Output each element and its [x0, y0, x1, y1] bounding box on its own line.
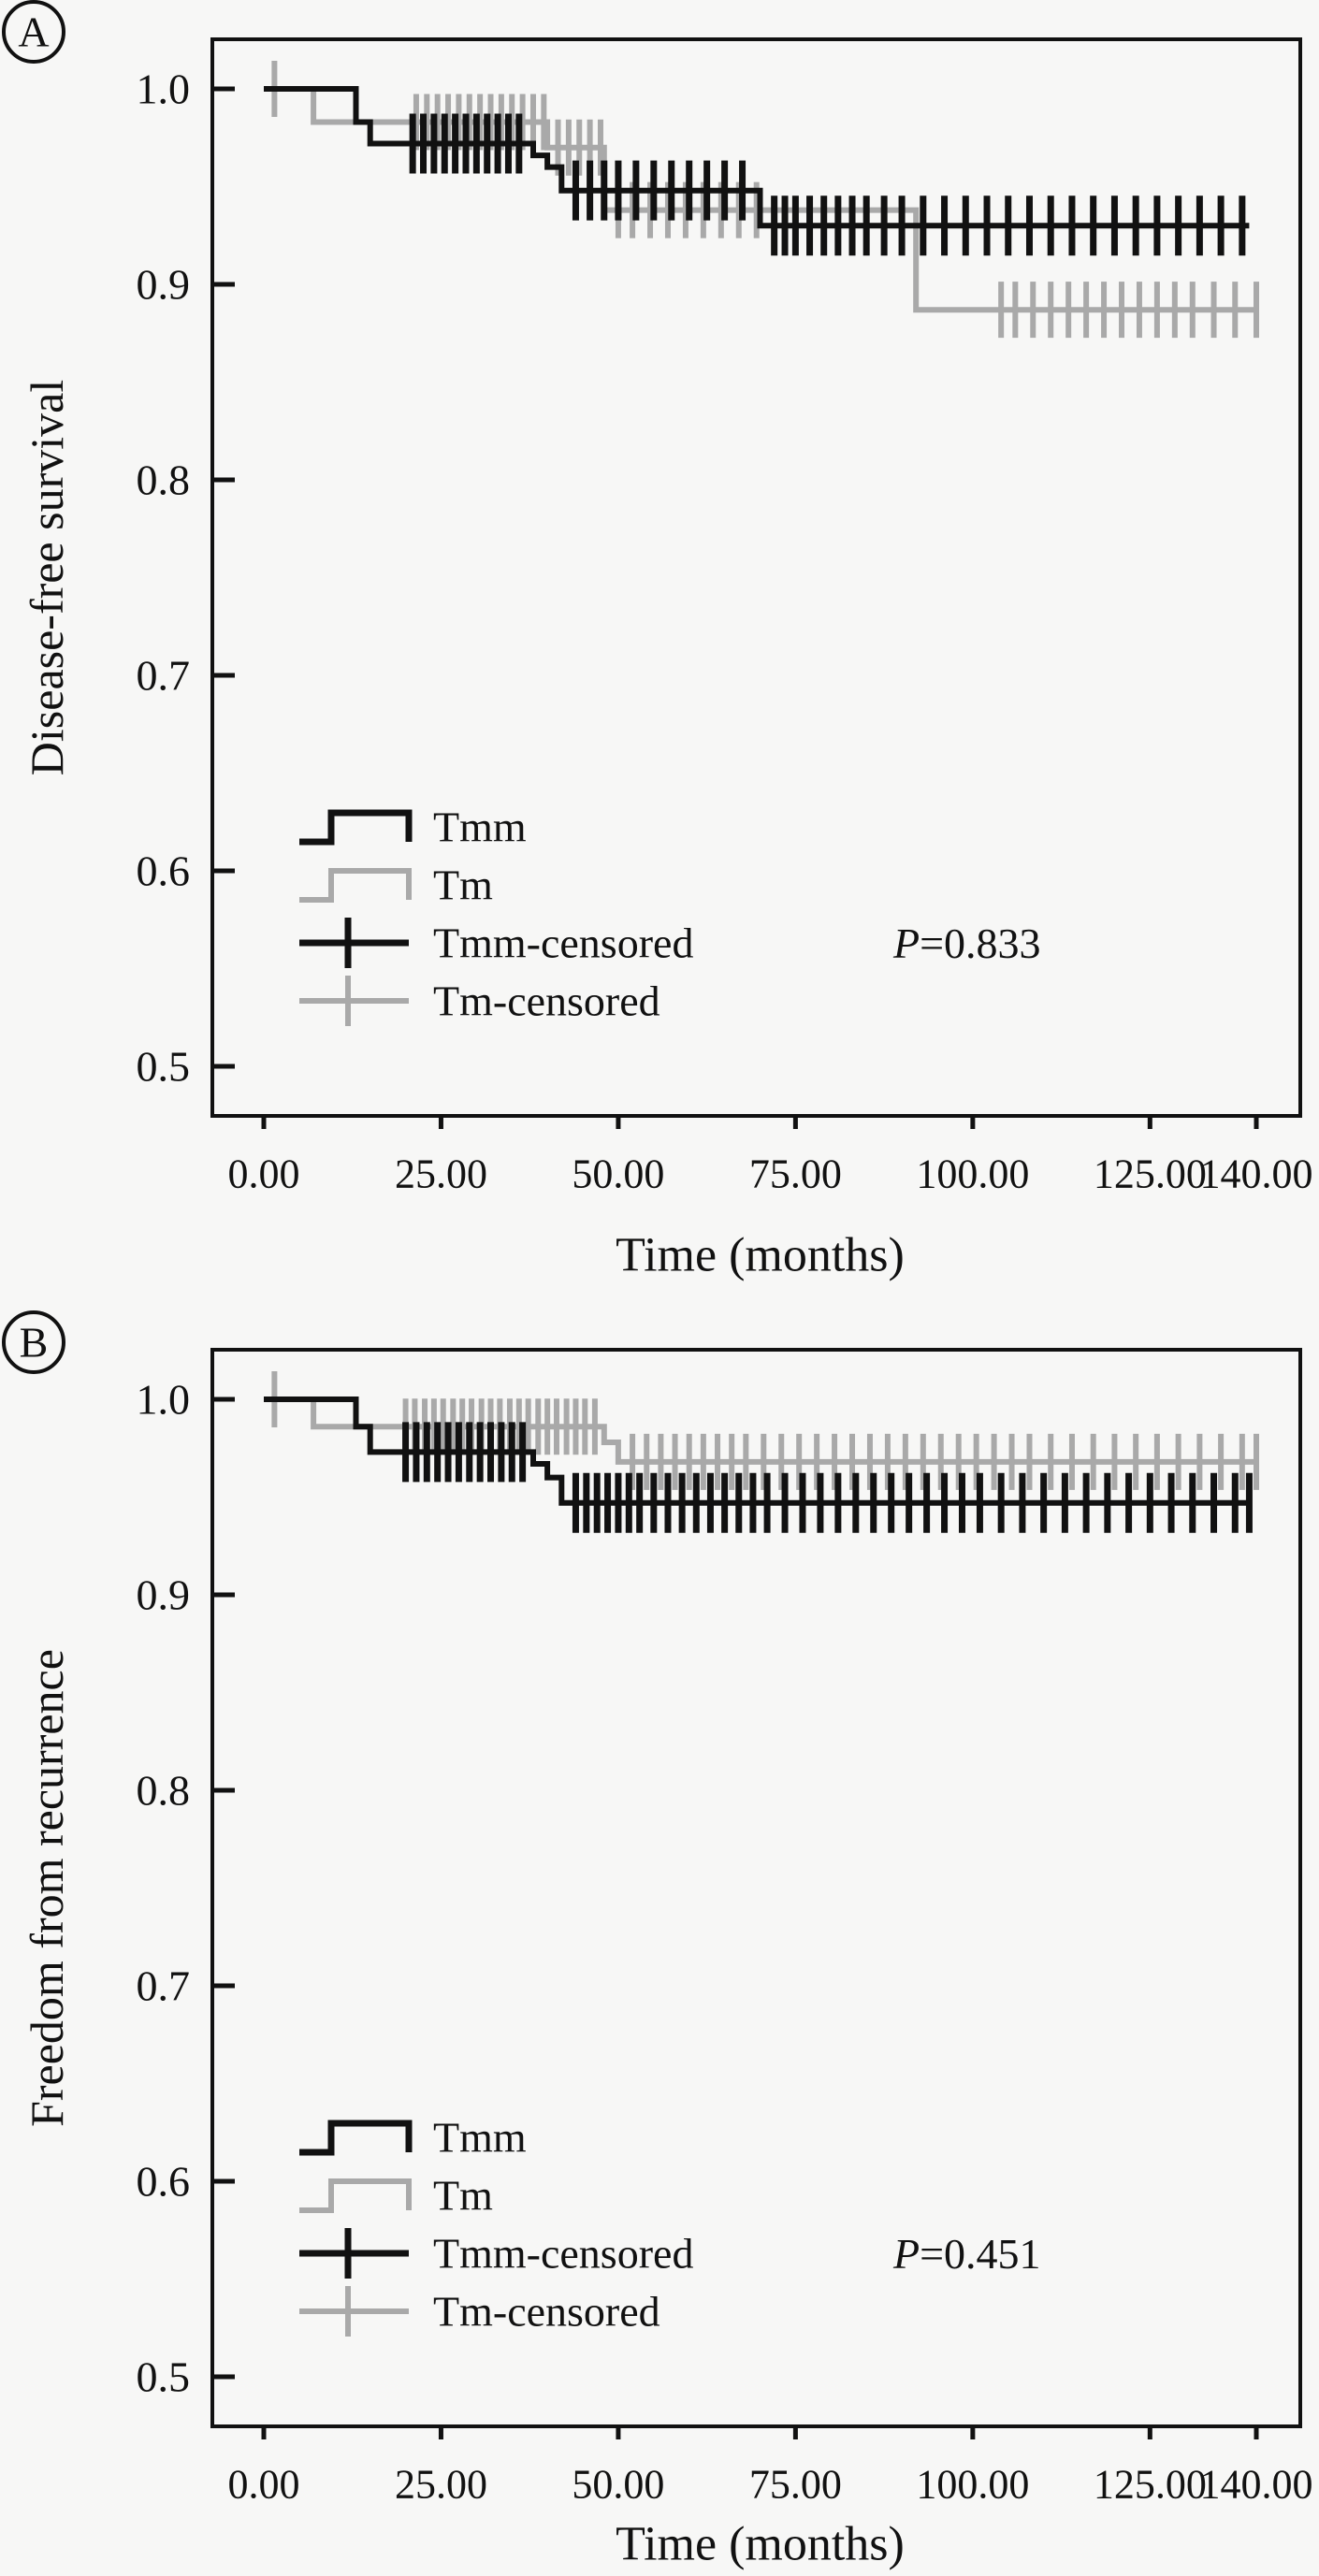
y-tick-label: 0.9	[137, 261, 191, 309]
plot-border	[210, 1348, 1302, 2428]
panel-badge-circle	[2, 1310, 65, 1374]
legend-label: Tm-censored	[433, 977, 660, 1025]
tm-curve	[264, 1397, 1256, 1465]
panel-badge-circle	[2, 0, 65, 64]
y-tick-label: 0.6	[137, 847, 191, 895]
panel-B: B 1.0 0.9 0.8 0.7 0.6 0.5 0.00 25.00 50.00 75.00 10…	[2, 1310, 1313, 2571]
legend-label: Tmm-censored	[433, 919, 693, 967]
legend-label: Tm	[433, 2172, 493, 2220]
x-tick-label: 75.00	[749, 2462, 842, 2508]
legend-step-glyph	[299, 809, 413, 846]
y-tick-label: 0.5	[137, 2353, 191, 2401]
legend-label: Tm-censored	[433, 2288, 660, 2336]
legend-label: Tmm	[433, 803, 527, 851]
legend-label: Tmm-censored	[433, 2230, 693, 2278]
x-axis-title: Time (months)	[616, 2518, 905, 2571]
y-tick-label: 0.7	[137, 1962, 191, 2010]
y-tick-label: 0.8	[137, 456, 191, 504]
y-tick-label: 0.5	[137, 1043, 191, 1091]
panel-A: A 1.0 0.9 0.8 0.7 0.6 0.5 0.00 25.00 50.00 75.00 10…	[2, 0, 1313, 1282]
legend-step-glyph	[299, 2178, 412, 2213]
y-tick-label: 0.9	[137, 1571, 191, 1619]
legend-step-glyph	[299, 868, 412, 903]
panel-badge-letter: B	[20, 1319, 49, 1367]
y-tick-label: 0.6	[137, 2158, 191, 2206]
y-tick-label: 1.0	[137, 1376, 191, 1424]
x-tick-label: 0.00	[228, 2462, 300, 2508]
x-tick-label: 50.00	[572, 2462, 664, 2508]
panel-badge-letter: A	[18, 8, 49, 56]
y-tick-label: 0.8	[137, 1767, 191, 1815]
x-tick-label: 125.00	[1094, 2462, 1207, 2508]
legend-label: Tm	[433, 861, 493, 909]
x-axis-title: Time (months)	[616, 1229, 905, 1282]
y-axis-title: Disease-free survival	[21, 380, 73, 775]
y-tick-label: 0.7	[137, 652, 191, 700]
legend-label: Tmm	[433, 2114, 527, 2162]
x-tick-label: 25.00	[395, 2462, 487, 2508]
p-value-label: P=0.451	[892, 2230, 1041, 2278]
x-tick-label: 0.00	[228, 1151, 300, 1197]
plot-border	[210, 37, 1302, 1118]
x-tick-label: 75.00	[749, 1151, 842, 1197]
y-tick-label: 1.0	[137, 65, 191, 113]
p-value-label: P=0.833	[892, 919, 1041, 967]
tmm-curve	[264, 1397, 1250, 1506]
x-tick-label: 125.00	[1094, 1151, 1207, 1197]
x-tick-label: 140.00	[1200, 1151, 1313, 1197]
x-tick-label: 50.00	[572, 1151, 664, 1197]
tm-curve	[264, 86, 1256, 313]
x-tick-label: 100.00	[916, 1151, 1029, 1197]
legend-step-glyph	[299, 2120, 413, 2156]
x-tick-label: 100.00	[916, 2462, 1029, 2508]
y-axis-title: Freedom from recurrence	[21, 1649, 73, 2127]
x-tick-label: 25.00	[395, 1151, 487, 1197]
x-tick-label: 140.00	[1200, 2462, 1313, 2508]
